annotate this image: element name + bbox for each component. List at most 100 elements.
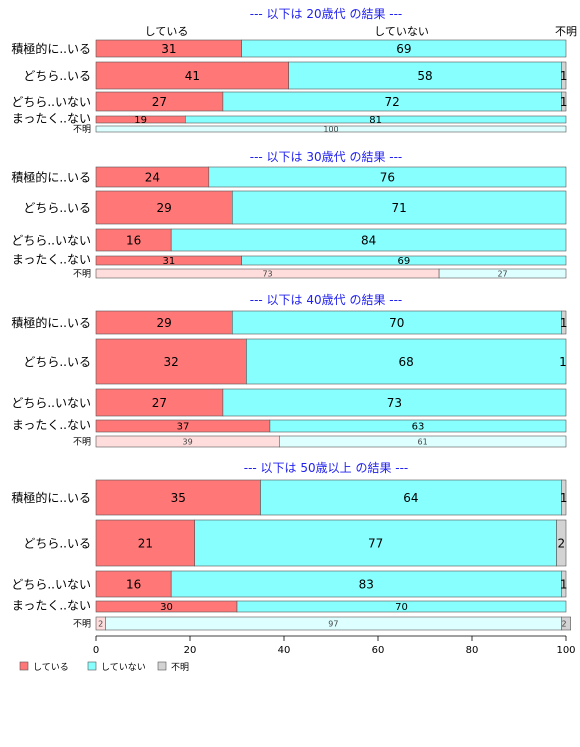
bar-segment [560,479,567,516]
legend-label: 不明 [171,662,189,673]
bar-value-label: 39 [183,437,193,446]
bar-segment [278,435,567,448]
row-label: 積極的に..いる [11,170,91,185]
row-label: 積極的に..いる [11,490,91,505]
bar-value-label: 19 [134,115,147,126]
bar-value-label: 2 [561,619,566,628]
row-label: どちら..いる [23,201,91,215]
bar-value-label: 100 [323,125,338,134]
bar-value-label: 16 [126,233,141,247]
bar-value-label: 24 [145,170,160,184]
bar-value-label: 2 [98,619,103,628]
bar-value-label: 69 [397,256,410,267]
bar-value-label: 37 [177,422,190,433]
bar-value-label: 31 [161,42,176,56]
bar-value-label: 27 [497,269,507,278]
x-tick-label: 40 [278,645,291,656]
bar-segment [95,519,195,567]
x-tick-label: 60 [372,645,385,656]
bar-value-label: 71 [392,201,407,215]
bar-value-label: 76 [380,170,395,184]
bar-segment [232,190,567,225]
row-label: 積極的に..いる [11,41,91,56]
bar-value-label: 69 [396,42,411,56]
bar-value-label: 1 [560,577,568,591]
bar-value-label: 27 [152,396,167,410]
bar-value-label: 35 [171,491,186,505]
bar-segment [95,479,261,516]
column-header: 不明 [555,25,577,38]
bar-value-label: 58 [417,69,432,83]
bar-value-label: 61 [418,437,428,446]
bar-segment [208,166,567,188]
bar-value-label: 64 [403,491,418,505]
bar-value-label: 30 [160,602,173,613]
bar-value-label: 73 [262,269,272,278]
legend-label: していない [101,662,146,673]
bar-segment [241,39,567,58]
bar-value-label: 29 [157,201,172,215]
x-tick-label: 20 [184,645,197,656]
row-label: まったく..ない [12,112,91,126]
bar-value-label: 41 [185,69,200,83]
bar-value-label: 32 [164,355,179,369]
bar-segment [222,388,567,417]
row-label: 不明 [73,269,91,280]
bar-segment [170,228,567,252]
bar-value-label: 1 [559,355,567,369]
row-label: どちら..いる [23,69,91,83]
row-label: 不明 [73,124,91,135]
bar-segment [95,125,567,133]
bar-value-label: 97 [328,619,338,628]
legend-swatch [19,661,29,671]
bar-value-label: 21 [138,536,153,550]
bar-value-label: 81 [369,115,382,126]
bar-segment [95,388,224,417]
row-label: まったく..ない [12,599,91,613]
row-label: まったく..ない [12,253,91,267]
bar-value-label: 31 [162,256,175,267]
bar-segment [95,61,289,90]
bar-value-label: 77 [368,536,383,550]
bar-value-label: 16 [126,577,141,591]
bar-value-label: 83 [359,577,374,591]
bar-value-label: 70 [395,602,408,613]
bar-value-label: 70 [389,316,404,330]
bar-segment [241,255,567,266]
bar-value-label: 1 [560,69,568,83]
legend-label: している [33,662,69,673]
bar-value-label: 27 [152,95,167,109]
bar-segment [95,338,247,385]
bar-segment [194,519,557,567]
bar-value-label: 1 [560,95,568,109]
row-label: どちら..いない [11,234,91,248]
x-tick-label: 100 [556,645,575,656]
panel-title: --- 以下は 50歳以上 の結果 --- [244,461,409,475]
panel-title: --- 以下は 40歳代 の結果 --- [250,293,403,307]
bar-segment [556,519,567,567]
bar-segment [95,190,233,225]
legend-swatch [87,661,97,671]
row-label: どちら..いる [23,537,91,551]
legend-swatch [157,661,167,671]
column-header: していない [374,25,429,38]
bar-value-label: 63 [412,422,425,433]
bar-value-label: 2 [557,536,565,550]
bar-segment [560,616,571,631]
bar-segment [560,310,567,335]
row-label: どちら..いない [11,578,91,592]
column-header: している [145,25,189,38]
bar-segment [438,268,567,279]
bar-value-label: 73 [387,396,402,410]
bar-value-label: 72 [384,95,399,109]
row-label: どちら..いない [11,95,91,109]
row-label: どちら..いる [23,355,91,369]
bar-segment [560,570,567,598]
panel-title: --- 以下は 20歳代 の結果 --- [250,7,403,21]
bar-value-label: 84 [361,233,376,247]
bar-value-label: 1 [560,491,568,505]
row-label: 不明 [73,619,91,630]
bar-value-label: 68 [399,355,414,369]
row-label: どちら..いない [11,396,91,410]
